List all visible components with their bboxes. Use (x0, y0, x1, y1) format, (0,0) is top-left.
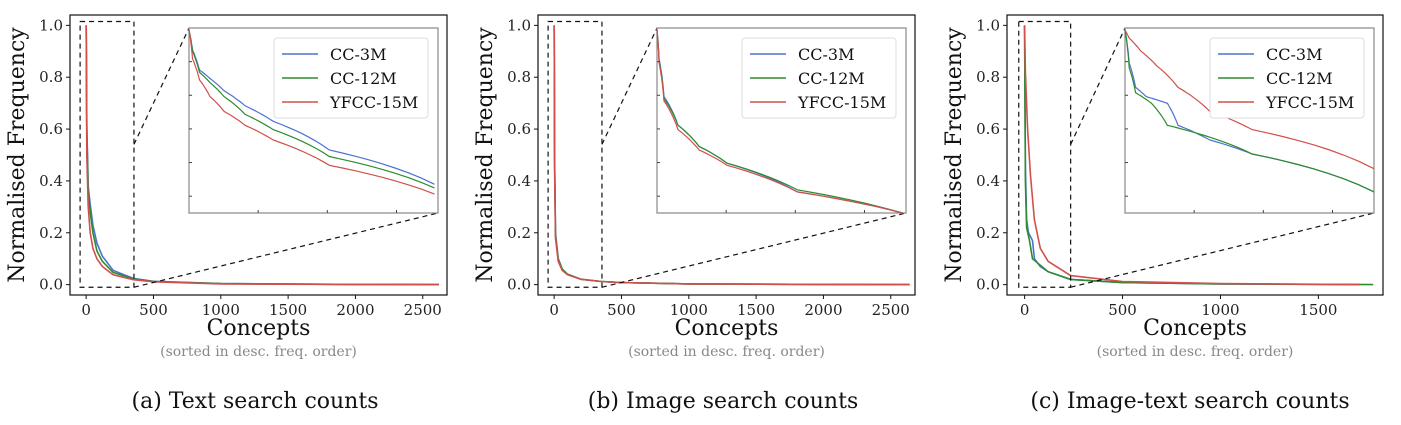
y-tick-label: 0.2 (39, 224, 63, 242)
x-tick-label: 1500 (1299, 301, 1337, 319)
y-tick-label: 1.0 (507, 16, 531, 34)
x-tick-label: 1000 (1201, 301, 1239, 319)
x-tick-label: 500 (139, 301, 168, 319)
y-tick-label: 0.0 (976, 276, 1000, 294)
y-tick-label: 0.6 (39, 120, 63, 138)
zoom-connector (133, 27, 190, 145)
legend-label: CC-12M (330, 69, 397, 88)
y-tick-label: 0.6 (507, 120, 531, 138)
x-tick-label: 0 (1020, 301, 1030, 319)
zoom-box (547, 20, 603, 288)
x-tick-label: 0 (549, 301, 559, 319)
series-line-yfcc-15m (85, 25, 439, 286)
y-tick-label: 0.8 (976, 68, 1000, 86)
legend-label: YFCC-15M (1265, 93, 1354, 112)
y-tick-label: 0.4 (507, 172, 531, 190)
y-tick-label: 0.4 (39, 172, 63, 190)
inset-series-line-yfcc-15m (188, 29, 435, 195)
y-axis-label: Normalised Frequency (5, 27, 30, 283)
y-tick-label: 0.6 (976, 120, 1000, 138)
y-tick-label: 1.0 (976, 16, 1000, 34)
subplot-a: 0 500 1000 1500 2000 2500 0.0 0.2 0.4 0.6 0.8 1.0 Co… (5, 14, 448, 414)
x-tick-label: 2000 (804, 301, 842, 319)
legend: CC-3M CC-12M YFCC-15M (1209, 37, 1365, 119)
x-axis-label: Concepts (675, 316, 779, 341)
legend-label: CC-3M (798, 45, 854, 64)
x-axis-note: (sorted in desc. freq. order) (628, 344, 825, 360)
inset-series-line-yfcc-15m (656, 29, 903, 214)
legend-label: YFCC-15M (329, 93, 418, 112)
axes-frame (1006, 14, 1384, 296)
series-line-yfcc-15m (553, 25, 910, 286)
inset-series-line-cc-12m (188, 29, 435, 189)
zoom-connector (1070, 212, 1375, 288)
y-tick-label: 0.2 (976, 224, 1000, 242)
inset-series-line-yfcc-15m (1124, 29, 1375, 170)
legend-box (273, 37, 429, 119)
legend-box (1209, 37, 1365, 119)
legend-label: CC-3M (330, 45, 386, 64)
x-tick-label: 1000 (202, 301, 240, 319)
inset-series-line-cc-12m (1124, 29, 1375, 193)
x-tick-label: 2500 (404, 301, 442, 319)
zoom-connector (601, 27, 658, 145)
legend-label: CC-3M (1266, 45, 1322, 64)
x-axis-label: Concepts (1143, 316, 1247, 341)
y-tick-label: 1.0 (39, 16, 63, 34)
legend-label: CC-12M (798, 69, 865, 88)
axes-frame (69, 14, 448, 296)
x-tick-label: 0 (81, 301, 91, 319)
x-tick-label: 2000 (336, 301, 374, 319)
x-axis-note: (sorted in desc. freq. order) (160, 344, 357, 360)
inset-series-line-cc-3m (1124, 29, 1375, 193)
y-tick-label: 0.0 (507, 276, 531, 294)
subplot-c: 0 500 1000 1500 0.0 0.2 0.4 0.6 0.8 1.0 Concepts (s… (942, 14, 1384, 414)
y-tick-label: 0.2 (507, 224, 531, 242)
legend-box (741, 37, 897, 119)
subplot-caption: (b) Image search counts (588, 389, 858, 414)
y-tick-label: 0.8 (39, 68, 63, 86)
axes-frame (537, 14, 916, 296)
y-tick-label: 0.4 (976, 172, 1000, 190)
y-axis-label: Normalised Frequency (473, 27, 498, 283)
series-line-cc-12m (1023, 25, 1374, 286)
zoom-connector (1070, 27, 1126, 145)
series-line-yfcc-15m (1023, 25, 1360, 286)
x-tick-label: 1000 (670, 301, 708, 319)
subplot-caption: (c) Image-text search counts (1030, 389, 1349, 414)
y-tick-label: 0.8 (507, 68, 531, 86)
legend-label: CC-12M (1266, 69, 1333, 88)
x-tick-label: 1500 (269, 301, 307, 319)
zoom-box (1018, 20, 1072, 288)
x-tick-label: 1500 (737, 301, 775, 319)
zoom-box (79, 20, 135, 288)
x-axis-label: Concepts (207, 316, 311, 341)
x-axis-note: (sorted in desc. freq. order) (1097, 344, 1294, 360)
legend-label: YFCC-15M (797, 93, 886, 112)
legend: CC-3M CC-12M YFCC-15M (273, 37, 429, 119)
x-tick-label: 500 (1108, 301, 1137, 319)
legend: CC-3M CC-12M YFCC-15M (741, 37, 897, 119)
y-axis-label: Normalised Frequency (942, 27, 967, 283)
y-tick-label: 0.0 (39, 276, 63, 294)
x-tick-label: 500 (607, 301, 636, 319)
subplot-caption: (a) Text search counts (132, 389, 379, 414)
zoom-connector (133, 212, 439, 288)
subplot-b: 0 500 1000 1500 2000 2500 0.0 0.2 0.4 0.6 0.8 1.0 Co… (473, 14, 916, 414)
zoom-connector (601, 212, 907, 288)
x-tick-label: 2500 (872, 301, 910, 319)
